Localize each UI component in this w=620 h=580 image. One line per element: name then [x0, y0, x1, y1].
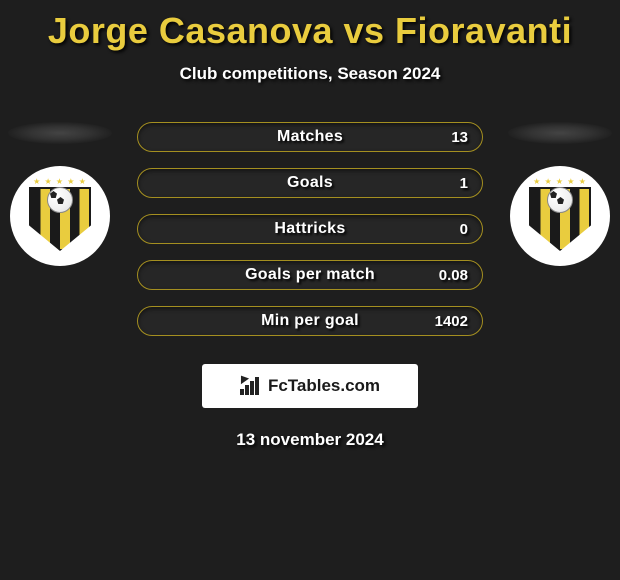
stat-row-hattricks: Hattricks 0	[137, 214, 483, 244]
player-right: ★ ★ ★ ★ ★	[500, 122, 620, 266]
date-label: 13 november 2024	[0, 430, 620, 450]
shield-icon: ★ ★ ★ ★ ★	[529, 179, 591, 253]
stat-row-goals: Goals 1	[137, 168, 483, 198]
club-badge-right: ★ ★ ★ ★ ★	[510, 166, 610, 266]
subtitle: Club competitions, Season 2024	[0, 64, 620, 84]
avatar-placeholder-left	[8, 122, 112, 144]
stat-right-value: 1	[460, 175, 468, 192]
stat-row-goals-per-match: Goals per match 0.08	[137, 260, 483, 290]
stat-right-value: 13	[451, 129, 468, 146]
compare-area: ★ ★ ★ ★ ★ Matches 13 Goals 1 Hattricks 0	[0, 122, 620, 336]
stars-icon: ★ ★ ★ ★ ★	[29, 177, 91, 186]
stat-label: Matches	[277, 128, 343, 146]
player-left: ★ ★ ★ ★ ★	[0, 122, 120, 266]
stat-label: Goals per match	[245, 266, 375, 284]
stat-label: Goals	[287, 174, 333, 192]
brand-label: FcTables.com	[268, 376, 380, 396]
brand-link[interactable]: FcTables.com	[202, 364, 418, 408]
comparison-infographic: Jorge Casanova vs Fioravanti Club compet…	[0, 0, 620, 450]
stats-column: Matches 13 Goals 1 Hattricks 0 Goals per…	[137, 122, 483, 336]
stat-right-value: 0	[460, 221, 468, 238]
bar-chart-icon	[240, 377, 262, 395]
stat-right-value: 0.08	[439, 267, 468, 284]
stat-row-matches: Matches 13	[137, 122, 483, 152]
stars-icon: ★ ★ ★ ★ ★	[529, 177, 591, 186]
club-badge-left: ★ ★ ★ ★ ★	[10, 166, 110, 266]
ball-icon	[47, 187, 73, 213]
stat-right-value: 1402	[435, 313, 468, 330]
avatar-placeholder-right	[508, 122, 612, 144]
stat-label: Min per goal	[261, 312, 359, 330]
ball-icon	[547, 187, 573, 213]
stat-label: Hattricks	[274, 220, 345, 238]
shield-icon: ★ ★ ★ ★ ★	[29, 179, 91, 253]
page-title: Jorge Casanova vs Fioravanti	[0, 10, 620, 52]
stat-row-min-per-goal: Min per goal 1402	[137, 306, 483, 336]
